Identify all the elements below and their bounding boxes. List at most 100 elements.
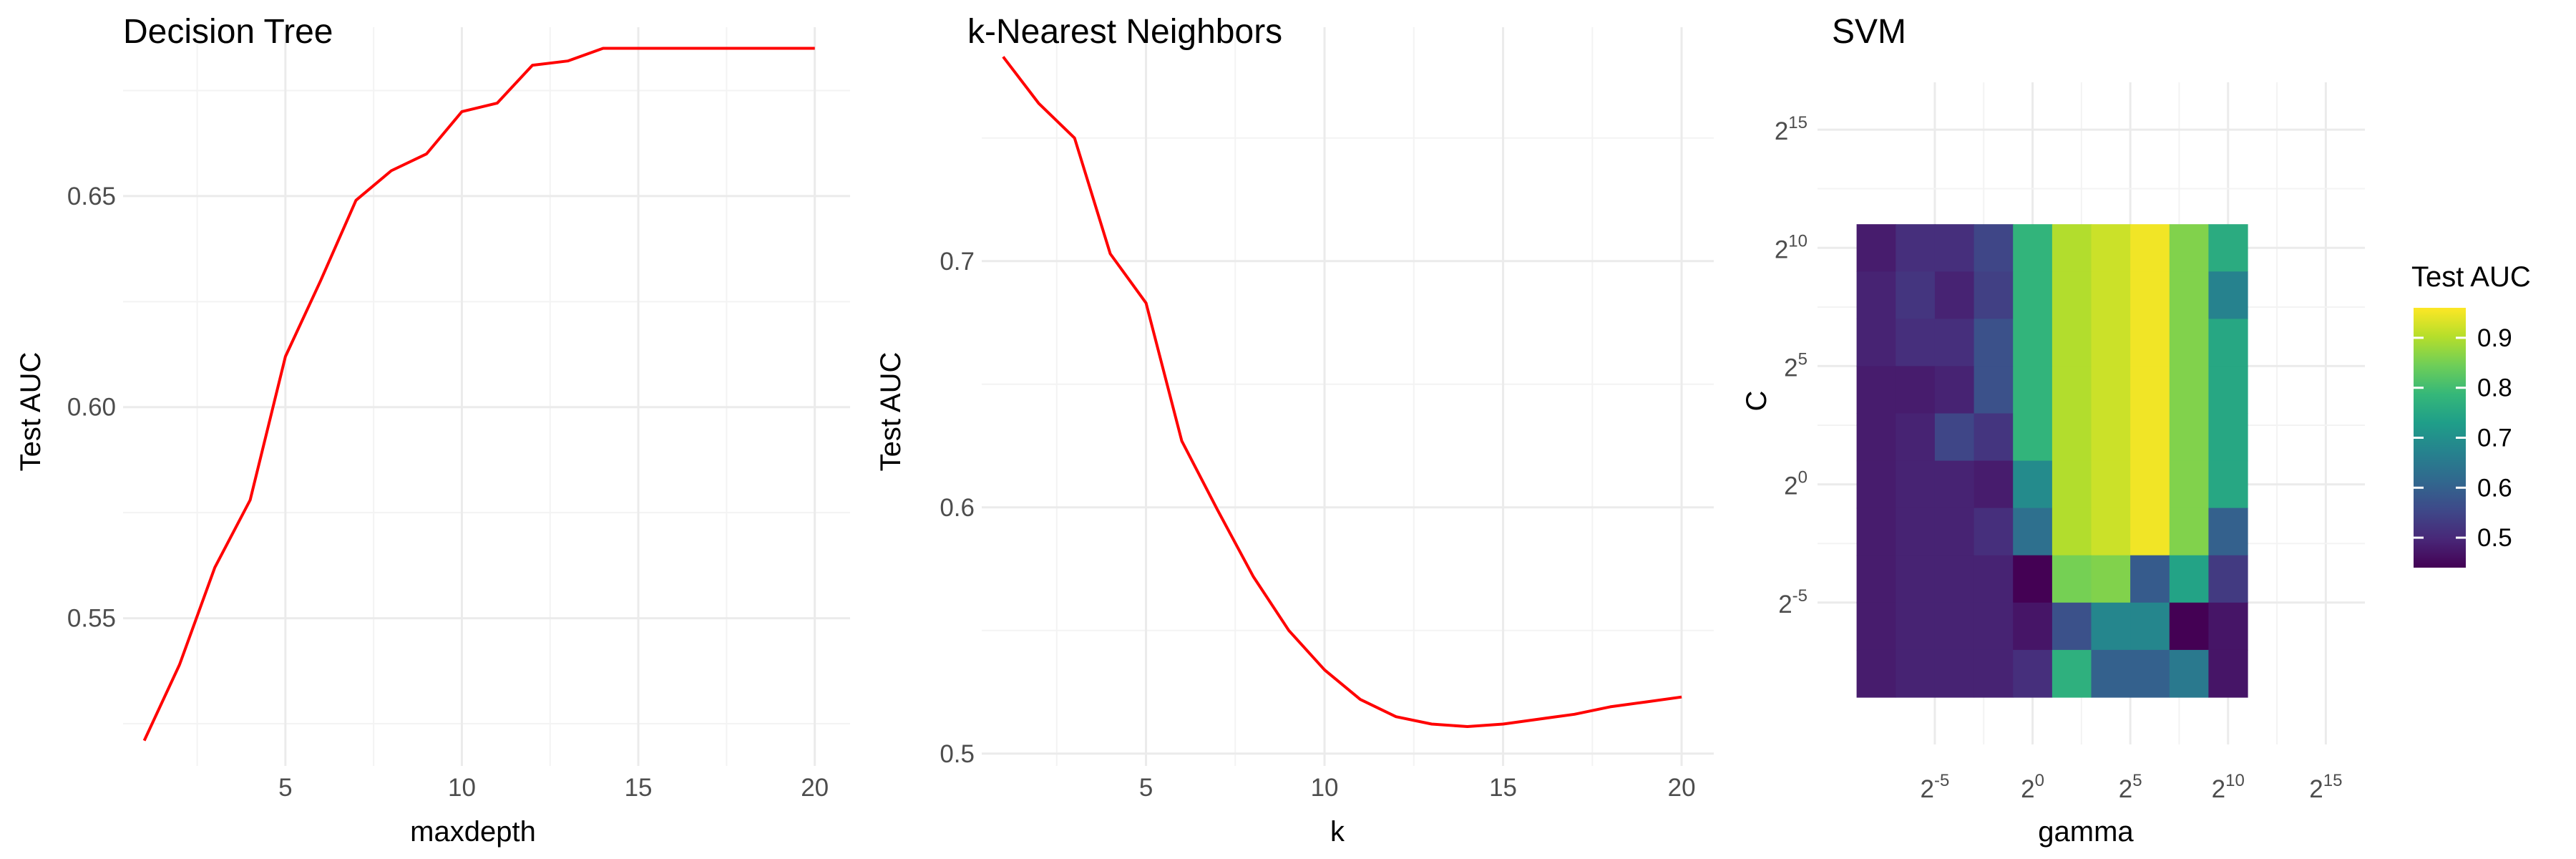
svm-heatmap-cell: [1974, 508, 2014, 556]
svm-heatmap-cell: [1896, 319, 1936, 367]
decision-tree-x-tick-label: 15: [625, 774, 653, 802]
colorbar-tick-label: 0.7: [2477, 424, 2512, 452]
svm-heatmap-cell: [2130, 319, 2170, 367]
svm-heatmap-cell: [2051, 271, 2092, 319]
svm-y-tick-label: 25: [1784, 349, 1807, 382]
svm-heatmap-cell: [2091, 508, 2131, 556]
decision-tree-series-line: [142, 47, 815, 742]
svm-heatmap-cell: [1934, 319, 1975, 367]
svm-x-tick-label: 2-5: [1921, 771, 1950, 803]
svm-heatmap-cell: [2051, 649, 2092, 698]
decision-tree-x-tick-label: 10: [448, 774, 476, 802]
svm-heatmap-cell: [2130, 224, 2170, 272]
decision-tree-x-tick-label: 20: [801, 774, 829, 802]
svm-heatmap-cell: [1974, 460, 2014, 509]
svm-x-tick-label: 210: [2212, 771, 2245, 803]
svm-x-tick-label: 215: [2309, 771, 2342, 803]
svm-panel: 2-5 20 25 210 215 2-5 20 25 210 215 SVM gamma C: [1741, 13, 2365, 848]
svm-heatmap-cell: [1896, 460, 1936, 509]
decision-tree-panel: 5 10 15 20 0.55 0.60 0.65 Decision Tree maxdep…: [15, 13, 850, 848]
svm-heatmap-cell: [1896, 602, 1936, 651]
svm-heatmap-cell: [2208, 508, 2248, 556]
svm-heatmap-cell: [1934, 366, 1975, 414]
svm-heatmap-cell: [2091, 555, 2131, 603]
svm-heatmap-cell: [1934, 224, 1975, 272]
svm-heatmap-cell: [2091, 366, 2131, 414]
svm-heatmap-cell: [1856, 413, 1896, 462]
svm-ticks: 2-5 20 25 210 215 2-5 20 25 210 215: [1775, 113, 2343, 803]
svm-heatmap-cell: [1974, 649, 2014, 698]
svm-heatmap-cell: [2169, 555, 2209, 603]
colorbar-ticks: 0.5 0.6 0.7 0.8 0.9: [2414, 324, 2512, 552]
knn-x-tick-label: 20: [1668, 774, 1696, 802]
svm-heatmap-cell: [2130, 602, 2170, 651]
svm-x-tick-label: 25: [2119, 771, 2142, 803]
svm-heatmap-cell: [1934, 413, 1975, 462]
svm-heatmap-cell: [2013, 508, 2053, 556]
svm-heatmap-cell: [2169, 460, 2209, 509]
svm-heatmap-cell: [2013, 224, 2053, 272]
svm-heatmap-cell: [2013, 649, 2053, 698]
svm-y-tick-label: 210: [1775, 231, 1807, 263]
svm-heatmap-cell: [1974, 366, 2014, 414]
svm-heatmap-cell: [2208, 224, 2248, 272]
knn-y-axis-label: Test AUC: [875, 352, 907, 472]
svm-heatmap-cell: [1856, 508, 1896, 556]
svm-heatmap-cell: [1896, 555, 1936, 603]
decision-tree-y-tick-label: 0.60: [67, 394, 116, 422]
svm-heatmap-cell: [2091, 460, 2131, 509]
svm-heatmap-cell: [1934, 460, 1975, 509]
colorbar-legend: Test AUC 0.5 0.6 0.7 0.8 0.9: [2411, 261, 2531, 568]
svm-heatmap-cell: [2013, 271, 2053, 319]
svm-heatmap-cell: [1934, 508, 1975, 556]
svm-heatmap-cell: [1974, 555, 2014, 603]
svm-heatmap-cell: [2013, 413, 2053, 462]
svm-heatmap-cell: [2130, 508, 2170, 556]
svm-heatmap-cell: [2169, 508, 2209, 556]
svm-heatmap-cell: [1934, 271, 1975, 319]
knn-series-line: [1002, 56, 1682, 728]
svm-heatmap-cell: [1856, 271, 1896, 319]
svm-heatmap-cell: [1896, 413, 1936, 462]
svm-heatmap-cell: [1934, 649, 1975, 698]
svm-heatmap-cell: [1934, 602, 1975, 651]
svm-heatmap-cell: [2051, 555, 2092, 603]
svm-heatmap-cell: [2169, 271, 2209, 319]
decision-tree-x-axis-label: maxdepth: [410, 816, 536, 848]
svm-heatmap-cell: [2169, 224, 2209, 272]
svm-heatmap-cell: [1896, 366, 1936, 414]
decision-tree-y-tick-label: 0.55: [67, 605, 116, 633]
decision-tree-title: Decision Tree: [123, 13, 333, 51]
svm-heatmap-cell: [2208, 555, 2248, 603]
svm-heatmap-cell: [2091, 319, 2131, 367]
svm-heatmap-cell: [2208, 460, 2248, 509]
decision-tree-x-tick-label: 5: [278, 774, 292, 802]
svm-heatmap-cell: [1856, 555, 1896, 603]
svm-heatmap-cell: [2169, 649, 2209, 698]
svm-heatmap-cell: [2051, 602, 2092, 651]
decision-tree-y-tick-label: 0.65: [67, 183, 116, 210]
svm-heatmap-cell: [2169, 319, 2209, 367]
svm-heatmap-cell: [2169, 366, 2209, 414]
knn-panel: 5 10 15 20 0.5 0.6 0.7 k-Nearest Neighbors k T…: [875, 13, 1714, 848]
knn-x-axis-label: k: [1330, 816, 1345, 848]
svm-heatmap-cell: [1896, 508, 1936, 556]
svm-heatmap-cells: [1856, 224, 2248, 698]
svm-heatmap-cell: [1856, 224, 1896, 272]
svm-heatmap-cell: [1974, 602, 2014, 651]
svm-heatmap-cell: [2130, 271, 2170, 319]
svm-x-axis-label: gamma: [2038, 816, 2134, 848]
knn-x-tick-label: 10: [1311, 774, 1339, 802]
decision-tree-ticks: 5 10 15 20 0.55 0.60 0.65: [67, 183, 829, 802]
svm-heatmap-cell: [2091, 271, 2131, 319]
svm-heatmap-cell: [2051, 366, 2092, 414]
colorbar-tick-label: 0.9: [2477, 324, 2512, 352]
svm-heatmap-cell: [2208, 649, 2248, 698]
svm-x-tick-label: 20: [2021, 771, 2044, 803]
knn-x-tick-label: 5: [1139, 774, 1153, 802]
knn-x-tick-label: 15: [1489, 774, 1517, 802]
colorbar-title: Test AUC: [2411, 261, 2531, 293]
svm-heatmap-cell: [2130, 555, 2170, 603]
decision-tree-gridlines: [123, 27, 850, 766]
